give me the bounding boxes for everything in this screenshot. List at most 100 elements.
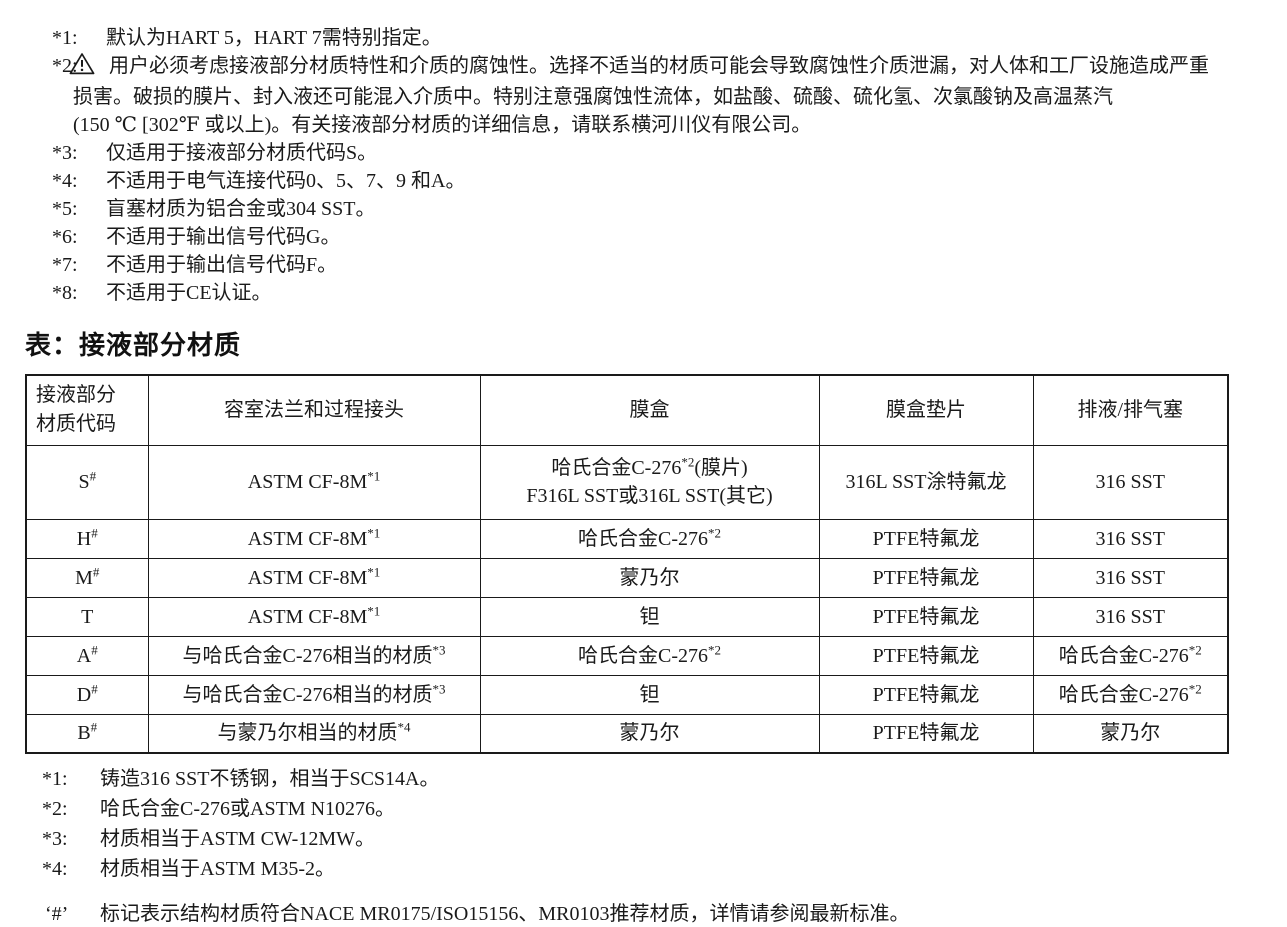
table-cell: M# <box>25 557 149 598</box>
note-body: 不适用于电气连接代码0、5、7、9 和A。 <box>106 167 1267 195</box>
table-cell: 316 SST <box>1032 518 1229 559</box>
table-row: B# 与蒙乃尔相当的材质*4 蒙乃尔 PTFE特氟龙 蒙乃尔 <box>25 713 1229 754</box>
top-notes: *1: 默认为HART 5，HART 7需特别指定。 *2: 用户必须考虑接液部分材… <box>25 24 1267 307</box>
table-cell: PTFE特氟龙 <box>818 674 1034 715</box>
wetted-parts-materials-table: 接液部分 材质代码 容室法兰和过程接头 膜盒 膜盒垫片 排液/排气塞 S# ASTM CF-… <box>25 374 1229 754</box>
note-label: *4: <box>52 170 78 192</box>
footnote-ref: *2 <box>1188 680 1202 696</box>
note-line: 不适用于电气连接代码0、5、7、9 和A。 <box>106 170 466 192</box>
table-cell: 与蒙乃尔相当的材质*4 <box>147 713 481 754</box>
table-cell: S# <box>25 444 149 520</box>
table-row: H# ASTM CF-8M*1 哈氏合金C-276*2 PTFE特氟龙 316 SST <box>25 518 1229 559</box>
table-cell: ASTM CF-8M*1 <box>147 444 481 520</box>
table-cell: T <box>25 596 149 637</box>
note-line: 损害。破损的膜片、封入液还可能混入介质中。特别注意强腐蚀性流体，如盐酸、硫酸、硫… <box>73 86 1113 108</box>
footnote-ref: *3 <box>432 680 446 696</box>
footnote-ref: *2 <box>708 641 721 657</box>
table-cell: 钽 <box>479 596 820 637</box>
note-label: *6: <box>52 226 78 248</box>
note-body: 不适用于CE认证。 <box>106 279 1267 307</box>
footnote-ref: # <box>91 641 98 657</box>
note-line: 默认为HART 5，HART 7需特别指定。 <box>106 27 442 49</box>
footnote-text: 材质相当于ASTM CW-12MW。 <box>100 828 375 850</box>
footnote-ref: *2 <box>681 454 695 470</box>
note-line: 不适用于输出信号代码F。 <box>106 254 338 276</box>
footnote-label: *3: <box>42 828 68 850</box>
note-body: 不适用于输出信号代码G。 <box>106 223 1267 251</box>
note-line: (150 ℃ [302℉ 或以上)。有关接液部分材质的详细信息，请联系横河川仪有… <box>73 114 812 136</box>
table-cell: A# <box>25 635 149 676</box>
note-label: *5: <box>52 198 78 220</box>
column-header: 排液/排气塞 <box>1032 374 1229 446</box>
table-row: D# 与哈氏合金C-276相当的材质*3 钽 PTFE特氟龙 哈氏合金C-276*2 <box>25 674 1229 715</box>
table-cell: 316 SST <box>1032 444 1229 520</box>
note-line: 用户必须考虑接液部分材质特性和介质的腐蚀性。选择不适当的材质可能会导致腐蚀性介质… <box>69 52 1267 83</box>
footnote-ref: # <box>90 719 98 735</box>
table-cell: 钽 <box>479 674 820 715</box>
footnote-ref: # <box>89 468 97 484</box>
footnote-row: *3: 材质相当于ASTM CW-12MW。 <box>25 824 1267 854</box>
footnote-row: *2: 哈氏合金C-276或ASTM N10276。 <box>25 794 1267 824</box>
note-line: 仅适用于接液部分材质代码S。 <box>106 142 378 164</box>
note-body: 默认为HART 5，HART 7需特别指定。 <box>106 24 1267 52</box>
table-cell: 哈氏合金C-276*2 <box>479 518 820 559</box>
footnote-ref: *2 <box>1188 641 1202 657</box>
note-label: *1: <box>52 27 78 49</box>
footnote-ref: *3 <box>432 641 446 657</box>
note-row: *3: 仅适用于接液部分材质代码S。 <box>25 139 1267 167</box>
column-header: 容室法兰和过程接头 <box>147 374 481 446</box>
note-line: 不适用于输出信号代码G。 <box>106 226 341 248</box>
table-cell: 蒙乃尔 <box>1032 713 1229 754</box>
note-line: 不适用于CE认证。 <box>106 282 272 304</box>
note-row: *1: 默认为HART 5，HART 7需特别指定。 <box>25 24 1267 52</box>
note-body: 仅适用于接液部分材质代码S。 <box>106 139 1267 167</box>
note-label: *3: <box>52 142 78 164</box>
table-cell: H# <box>25 518 149 559</box>
footnote-ref: # <box>92 563 100 579</box>
note-row: *8: 不适用于CE认证。 <box>25 279 1267 307</box>
footnote-ref: # <box>91 524 98 540</box>
hash-note: ‘#’ 标记表示结构材质符合NACE MR0175/ISO15156、MR010… <box>25 901 1267 927</box>
note-row: *5: 盲塞材质为铝合金或304 SST。 <box>25 195 1267 223</box>
column-header: 膜盒 <box>479 374 820 446</box>
table-cell: 316L SST涂特氟龙 <box>818 444 1034 520</box>
footnote-ref: *2 <box>708 524 721 540</box>
table-cell: 哈氏合金C-276*2 <box>1032 674 1229 715</box>
column-header: 膜盒垫片 <box>818 374 1034 446</box>
table-cell: 蒙乃尔 <box>479 557 820 598</box>
footnote-ref: *1 <box>367 602 381 618</box>
footnote-text: 铸造316 SST不锈钢，相当于SCS14A。 <box>100 768 440 790</box>
table-cell: ASTM CF-8M*1 <box>147 518 481 559</box>
table-row: A# 与哈氏合金C-276相当的材质*3 哈氏合金C-276*2 PTFE特氟龙 哈氏合… <box>25 635 1229 676</box>
note-label: *7: <box>52 254 78 276</box>
hash-note-text: 标记表示结构材质符合NACE MR0175/ISO15156、MR0103推荐材… <box>100 903 910 925</box>
note-body: 盲塞材质为铝合金或304 SST。 <box>106 195 1267 223</box>
footnote-ref: # <box>91 680 98 696</box>
footnote-text: 哈氏合金C-276或ASTM N10276。 <box>100 798 396 820</box>
table-cell: 与哈氏合金C-276相当的材质*3 <box>147 635 481 676</box>
table-cell: ASTM CF-8M*1 <box>147 596 481 637</box>
table-row: T ASTM CF-8M*1 钽 PTFE特氟龙 316 SST <box>25 596 1229 637</box>
table-cell: PTFE特氟龙 <box>818 713 1034 754</box>
table-row: M# ASTM CF-8M*1 蒙乃尔 PTFE特氟龙 316 SST <box>25 557 1229 598</box>
footnote-text: 材质相当于ASTM M35-2。 <box>100 858 336 880</box>
table-cell: D# <box>25 674 149 715</box>
table-footnotes: *1: 铸造316 SST不锈钢，相当于SCS14A。 *2: 哈氏合金C-276或A… <box>25 764 1267 884</box>
note-body: 用户必须考虑接液部分材质特性和介质的腐蚀性。选择不适当的材质可能会导致腐蚀性介质… <box>69 52 1267 139</box>
table-cell: PTFE特氟龙 <box>818 518 1034 559</box>
table-cell: 哈氏合金C-276*2 <box>1032 635 1229 676</box>
table-cell: PTFE特氟龙 <box>818 596 1034 637</box>
column-header: 接液部分 材质代码 <box>25 374 149 446</box>
table-cell: 316 SST <box>1032 557 1229 598</box>
footnote-label: *1: <box>42 768 68 790</box>
footnote-ref: *1 <box>367 468 381 484</box>
footnote-row: *1: 铸造316 SST不锈钢，相当于SCS14A。 <box>25 764 1267 794</box>
table-title: 表：接液部分材质 <box>25 330 242 360</box>
table-header-row: 接液部分 材质代码 容室法兰和过程接头 膜盒 膜盒垫片 排液/排气塞 <box>25 374 1229 446</box>
note-line: 盲塞材质为铝合金或304 SST。 <box>106 198 376 220</box>
note-label: *8: <box>52 282 78 304</box>
footnote-ref: *1 <box>367 524 381 540</box>
footnote-label: *4: <box>42 858 68 880</box>
footnote-ref: *4 <box>397 719 411 735</box>
